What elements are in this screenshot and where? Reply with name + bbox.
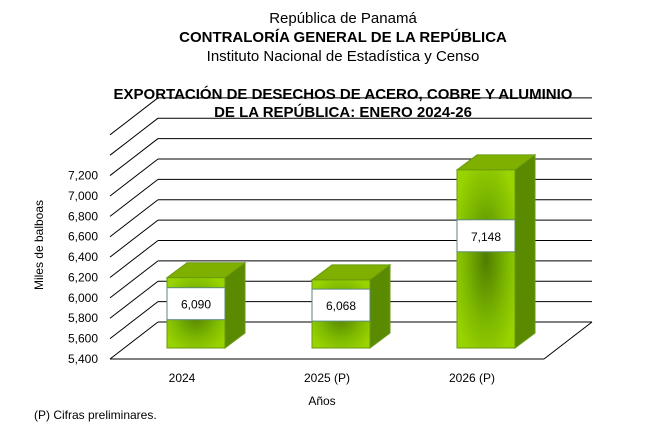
y-tick-label: 7,200: [68, 169, 98, 183]
gridline-diagonal: [109, 240, 159, 278]
bar-side: [514, 153, 536, 349]
gridline-diagonal: [109, 321, 159, 360]
y-tick-label: 6,000: [68, 291, 98, 305]
y-axis-label: Miles de balboas: [32, 200, 46, 290]
x-tick-label: 2025 (P): [304, 371, 350, 385]
x-tick-label: 2026 (P): [449, 371, 495, 385]
gridline-diagonal: [109, 158, 159, 197]
y-tick-label: 5,600: [68, 332, 98, 346]
data-label: 7,148: [471, 230, 501, 244]
footnote: (P) Cifras preliminares.: [34, 408, 157, 422]
gridline-diagonal: [109, 219, 159, 258]
data-label-box: [166, 287, 226, 321]
x-tick-label: 2024: [169, 371, 196, 385]
y-tick-label: 6,400: [68, 250, 98, 264]
header-office: CONTRALORÍA GENERAL DE LA REPÚBLICA: [179, 29, 507, 46]
header-country: República de Panamá: [269, 10, 417, 27]
gridline-diagonal: [109, 138, 159, 176]
data-label: 6,090: [181, 298, 211, 312]
bar-2026 (P): [456, 169, 516, 349]
floor-right-edge: [543, 321, 593, 360]
y-tick-label: 5,400: [68, 352, 98, 366]
data-label-box: [311, 288, 371, 322]
y-tick-label: 6,200: [68, 270, 98, 284]
header-institute: Instituto Nacional de Estadística y Cens…: [206, 48, 480, 65]
gridline-diagonal: [109, 301, 159, 340]
gridline-diagonal: [109, 178, 159, 217]
gridline-diagonal: [109, 260, 159, 299]
chart-title-line-2: DE LA REPÚBLICA: ENERO 2024-26: [214, 104, 472, 121]
gridline-diagonal: [109, 199, 159, 238]
chart-title-line-1: EXPORTACIÓN DE DESECHOS DE ACERO, COBRE …: [113, 86, 573, 103]
gridline-diagonal: [109, 97, 159, 136]
y-tick-label: 6,600: [68, 230, 98, 244]
gridline-diagonal: [109, 280, 159, 319]
data-label-box: [456, 219, 516, 253]
x-axis-label: Años: [308, 394, 335, 408]
y-tick-label: 6,800: [68, 209, 98, 223]
y-tick-label: 5,800: [68, 311, 98, 325]
gridline-diagonal: [109, 117, 159, 156]
data-label: 6,068: [326, 299, 356, 313]
y-tick-label: 7,000: [68, 189, 98, 203]
